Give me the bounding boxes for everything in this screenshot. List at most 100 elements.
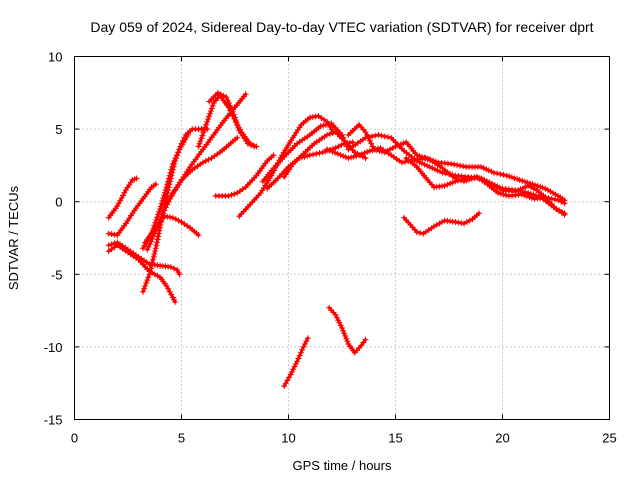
data-point bbox=[323, 121, 329, 128]
data-point bbox=[345, 155, 352, 162]
data-point bbox=[147, 268, 154, 275]
series-arc-14 bbox=[259, 120, 352, 185]
data-point bbox=[379, 148, 386, 155]
data-point bbox=[160, 195, 167, 202]
data-point bbox=[169, 163, 176, 170]
y-tick-label: -10 bbox=[44, 340, 63, 355]
data-point bbox=[154, 236, 161, 243]
data-point bbox=[294, 358, 301, 365]
x-tick-label: 0 bbox=[71, 431, 78, 446]
x-tick-label: 25 bbox=[602, 431, 616, 446]
data-point bbox=[421, 161, 428, 168]
data-point bbox=[155, 211, 162, 218]
series-arc-2 bbox=[105, 181, 159, 239]
data-point bbox=[162, 186, 169, 193]
data-point bbox=[337, 322, 344, 329]
data-point bbox=[164, 181, 171, 188]
data-point bbox=[561, 200, 568, 207]
data-point bbox=[460, 163, 467, 170]
data-point bbox=[231, 191, 238, 197]
data-point bbox=[335, 143, 342, 150]
data-point bbox=[385, 134, 391, 141]
data-point bbox=[419, 160, 425, 167]
data-point bbox=[449, 171, 456, 178]
data-point bbox=[342, 154, 349, 161]
data-point bbox=[439, 169, 446, 176]
data-point bbox=[196, 140, 203, 147]
data-point bbox=[195, 143, 202, 150]
data-point bbox=[290, 366, 297, 373]
series-arc-20 bbox=[403, 155, 568, 207]
data-point bbox=[494, 184, 501, 191]
data-point bbox=[441, 182, 448, 189]
data-point bbox=[168, 166, 175, 173]
data-point bbox=[326, 130, 333, 137]
data-point bbox=[419, 154, 425, 160]
data-point bbox=[402, 158, 409, 165]
x-tick-label: 20 bbox=[495, 431, 509, 446]
data-point bbox=[209, 102, 216, 109]
y-tick-label: 0 bbox=[55, 195, 62, 210]
data-point bbox=[532, 182, 538, 189]
data-point bbox=[457, 162, 464, 169]
data-point bbox=[301, 341, 308, 347]
data-point bbox=[561, 211, 568, 218]
data-point bbox=[371, 146, 378, 153]
data-point bbox=[337, 151, 344, 158]
data-point bbox=[548, 195, 555, 202]
data-point bbox=[497, 190, 504, 197]
data-point bbox=[206, 113, 212, 120]
data-point bbox=[144, 246, 151, 253]
data-point bbox=[140, 288, 146, 295]
data-point bbox=[332, 149, 338, 156]
data-point bbox=[539, 184, 546, 191]
data-point bbox=[163, 184, 170, 191]
data-point bbox=[503, 192, 510, 199]
data-point bbox=[120, 192, 126, 199]
data-point bbox=[340, 153, 347, 159]
data-point bbox=[165, 175, 172, 182]
data-point bbox=[500, 171, 507, 178]
data-point bbox=[299, 346, 306, 353]
data-point bbox=[105, 242, 112, 249]
data-point bbox=[341, 330, 348, 337]
data-point bbox=[350, 153, 357, 160]
data-point bbox=[490, 169, 497, 176]
data-point bbox=[227, 102, 234, 109]
data-point bbox=[141, 285, 148, 292]
data-point bbox=[460, 176, 467, 183]
data-point bbox=[516, 176, 523, 183]
y-tick-label: -5 bbox=[51, 267, 63, 282]
data-point bbox=[304, 153, 311, 159]
data-point bbox=[439, 219, 445, 225]
data-point bbox=[372, 132, 379, 139]
data-point bbox=[150, 253, 157, 260]
data-point bbox=[296, 352, 303, 359]
data-point bbox=[555, 197, 562, 204]
data-point bbox=[542, 194, 549, 201]
y-axis-label: SDTVAR / TECUs bbox=[6, 185, 21, 290]
data-point bbox=[329, 148, 336, 155]
grid bbox=[74, 56, 610, 420]
data-point bbox=[413, 152, 420, 159]
data-point bbox=[234, 122, 241, 129]
data-point bbox=[235, 124, 242, 131]
data-point bbox=[358, 151, 365, 158]
data-point bbox=[329, 130, 336, 136]
data-point bbox=[310, 151, 317, 158]
series-arc-22 bbox=[281, 335, 311, 390]
series-arc-4 bbox=[105, 242, 179, 305]
data-point bbox=[169, 160, 176, 167]
data-point bbox=[146, 271, 153, 278]
data-point bbox=[434, 167, 441, 174]
data-point bbox=[463, 219, 470, 225]
data-point bbox=[413, 158, 420, 164]
data-point bbox=[306, 152, 313, 159]
data-point bbox=[528, 184, 534, 191]
data-point bbox=[203, 121, 210, 128]
data-point bbox=[197, 138, 204, 144]
data-point bbox=[476, 210, 482, 217]
data-point bbox=[413, 229, 420, 236]
data-point bbox=[313, 150, 320, 157]
